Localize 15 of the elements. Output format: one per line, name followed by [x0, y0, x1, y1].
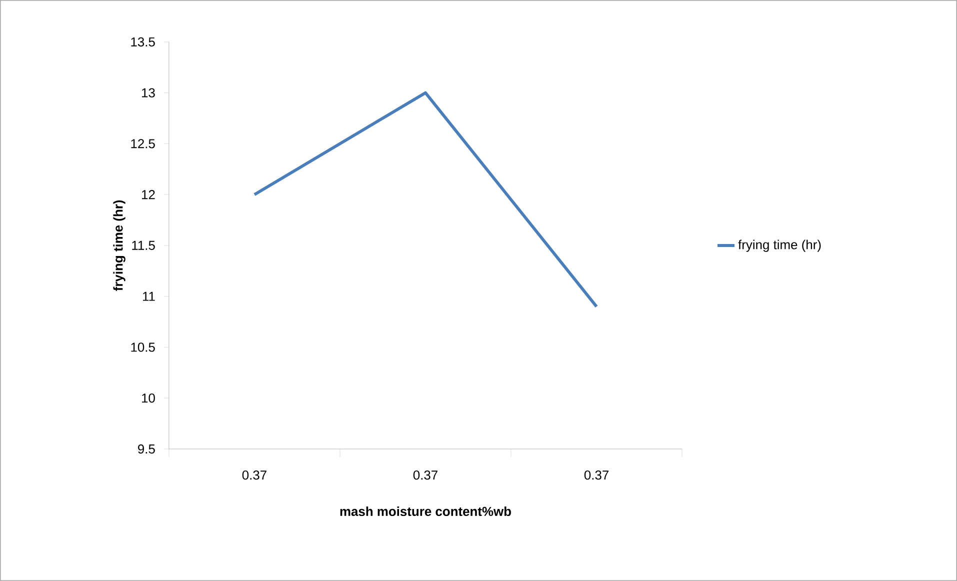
y-tick-label: 10.5 — [131, 342, 155, 352]
x-axis-title: mash moisture content%wb — [340, 506, 511, 516]
y-tick-label: 12.5 — [131, 139, 155, 148]
y-tick-label: 12 — [142, 190, 155, 200]
y-tick-label: 11 — [142, 292, 155, 301]
x-tick-label: 0.37 — [413, 470, 438, 480]
x-tick-label: 0.37 — [584, 470, 608, 480]
y-tick-label: 9.5 — [138, 444, 155, 454]
y-tick-label: 13 — [142, 88, 155, 98]
y-tick-label: 10 — [142, 394, 155, 403]
y-tick-label: 11.5 — [132, 240, 155, 250]
x-tick-label: 0.37 — [242, 470, 266, 480]
y-tick-label: 13.5 — [131, 37, 155, 47]
y-axis-title: frying time (hr) — [113, 200, 126, 291]
legend-label: frying time (hr) — [738, 240, 821, 252]
